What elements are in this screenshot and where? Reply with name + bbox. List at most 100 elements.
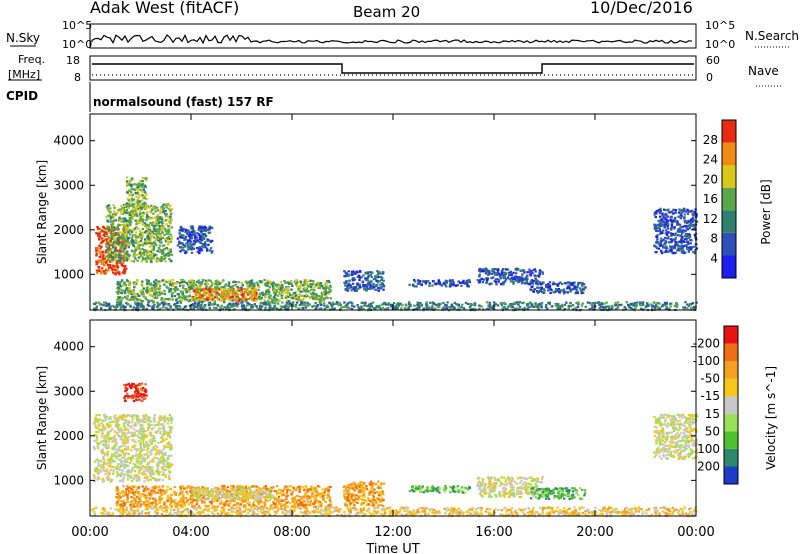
data-cell	[178, 232, 181, 235]
data-cell	[666, 308, 669, 311]
data-cell	[168, 288, 171, 291]
data-cell	[236, 286, 239, 289]
nsky-trace	[91, 33, 693, 45]
data-cell	[691, 224, 694, 227]
data-cell	[564, 290, 567, 293]
data-cell	[669, 246, 673, 249]
data-cell	[173, 288, 176, 291]
data-cell	[685, 247, 689, 250]
data-cell	[168, 425, 171, 429]
data-cell	[161, 222, 164, 225]
data-cell	[683, 238, 687, 241]
data-cell	[208, 307, 211, 310]
data-cell	[541, 291, 544, 294]
data-cell	[428, 282, 431, 285]
data-cell	[188, 232, 192, 235]
data-cell	[139, 424, 142, 427]
data-cell	[113, 236, 116, 239]
data-cell	[150, 240, 153, 243]
data-cell	[167, 419, 170, 422]
data-cell	[249, 296, 252, 299]
data-cell	[123, 463, 126, 466]
data-cell	[99, 247, 102, 250]
data-cell	[187, 300, 191, 303]
data-cell	[445, 280, 449, 283]
data-cell	[215, 288, 218, 291]
data-cell	[171, 283, 174, 286]
data-cell	[109, 437, 113, 440]
data-cell	[667, 231, 670, 234]
data-cell	[242, 304, 245, 307]
data-cell	[169, 215, 172, 218]
data-cell	[109, 217, 112, 220]
data-cell	[323, 307, 326, 310]
data-cell	[115, 212, 119, 215]
data-cell	[173, 295, 176, 298]
data-cell	[190, 251, 194, 254]
data-cell	[108, 437, 111, 440]
data-cell	[548, 281, 552, 284]
data-cell	[396, 303, 399, 306]
data-cell	[127, 214, 131, 217]
data-cell	[291, 296, 295, 299]
data-cell	[129, 183, 132, 186]
data-cell	[268, 304, 271, 307]
data-cell	[118, 300, 122, 303]
data-cell	[150, 223, 154, 226]
data-cell	[681, 244, 684, 247]
data-cell	[97, 250, 101, 253]
data-cell	[375, 288, 378, 291]
data-cell	[659, 232, 662, 235]
data-cell	[134, 227, 137, 230]
data-cell	[403, 307, 407, 310]
data-cell	[142, 218, 145, 221]
data-cell	[450, 303, 454, 306]
data-cell	[309, 279, 312, 282]
data-cell	[663, 226, 666, 229]
data-cell	[354, 272, 357, 275]
data-cell	[170, 454, 173, 457]
data-cell	[128, 211, 131, 214]
data-region	[92, 413, 174, 483]
data-cell	[139, 216, 143, 219]
data-cell	[102, 234, 105, 237]
data-cell	[350, 289, 353, 292]
data-cell	[176, 301, 179, 304]
data-cell	[213, 291, 216, 294]
data-cell	[144, 240, 147, 243]
data-cell	[121, 456, 124, 459]
data-cell	[537, 307, 540, 310]
data-cell	[167, 225, 170, 228]
data-cell	[655, 247, 659, 250]
data-cell	[140, 303, 144, 306]
data-cell	[146, 456, 150, 459]
data-cell	[517, 301, 520, 304]
data-cell	[111, 304, 114, 307]
data-cell	[334, 302, 337, 305]
data-cell	[129, 297, 133, 300]
data-cell	[251, 306, 254, 309]
data-cell	[315, 293, 318, 296]
data-cell	[634, 306, 637, 309]
data-cell	[167, 433, 170, 436]
data-cell	[294, 280, 298, 283]
data-cell	[226, 293, 229, 296]
data-cell	[115, 418, 118, 421]
data-cell	[221, 280, 224, 283]
data-cell	[116, 475, 119, 478]
data-cell	[102, 259, 105, 262]
data-cell	[529, 281, 532, 284]
data-cell	[148, 232, 152, 235]
data-cell	[626, 303, 630, 306]
data-cell	[674, 216, 677, 219]
data-cell	[135, 299, 139, 302]
data-cell	[145, 435, 148, 438]
data-cell	[255, 291, 258, 295]
data-cell	[278, 299, 281, 302]
data-cell	[538, 286, 541, 289]
data-cell	[154, 229, 157, 232]
data-cell	[517, 308, 521, 311]
data-cell	[580, 290, 583, 293]
data-cell	[198, 252, 201, 255]
